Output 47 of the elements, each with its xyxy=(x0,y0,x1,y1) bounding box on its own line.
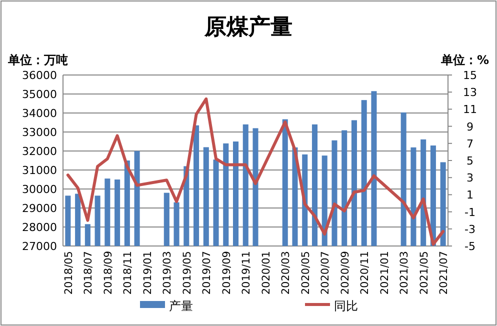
y-tick-label: 29000 xyxy=(22,202,57,215)
y-tick-label: 28000 xyxy=(22,221,57,234)
y-tick-label: 30000 xyxy=(22,183,57,196)
legend-label: 同比 xyxy=(334,299,358,313)
x-tick-label: 2021/03 xyxy=(398,251,411,295)
x-tick-label: 2021/07 xyxy=(438,251,450,295)
x-tick-label: 2020/11 xyxy=(359,251,372,295)
chart-title: 原煤产量 xyxy=(204,14,292,40)
x-tick-label: 2018/07 xyxy=(82,251,95,295)
x-tick-label: 2020/07 xyxy=(320,251,332,295)
x-tick-label: 2021/05 xyxy=(418,251,430,295)
x-tick-label: 2019/07 xyxy=(201,251,214,295)
y2-tick-label: -5 xyxy=(464,240,476,253)
x-tick-label: 2019/11 xyxy=(240,251,253,295)
y2-axis-title: 单位：% xyxy=(440,53,489,67)
x-tick-label: 2018/05 xyxy=(62,251,75,295)
x-tick-label: 2019/01 xyxy=(142,251,154,295)
y-tick-label: 35000 xyxy=(22,88,57,101)
x-tick-label: 2018/11 xyxy=(122,251,134,295)
legend-label: 产量 xyxy=(169,299,193,313)
x-tick-label: 2019/05 xyxy=(181,251,194,295)
y-tick-label: 31000 xyxy=(22,164,57,177)
y2-tick-label: 5 xyxy=(466,154,474,168)
x-tick-label: 2020/03 xyxy=(280,251,292,295)
y2-tick-label: 13 xyxy=(463,86,477,100)
y-tick-label: 34000 xyxy=(22,107,57,120)
y2-tick-label: 9 xyxy=(466,120,474,134)
x-tick-label: 2021/01 xyxy=(378,251,391,295)
y2-tick-label: 7 xyxy=(466,137,474,150)
y2-tick-label: 15 xyxy=(463,69,477,82)
y2-tick-label: -3 xyxy=(464,222,476,236)
y-tick-label: 33000 xyxy=(22,126,57,139)
y-tick-label: 32000 xyxy=(22,145,57,158)
y-tick-label: 27000 xyxy=(22,240,57,253)
x-tick-label: 2020/05 xyxy=(300,251,312,295)
x-tick-label: 2020/09 xyxy=(339,251,352,295)
y2-tick-label: -1 xyxy=(464,206,476,219)
x-tick-label: 2019/03 xyxy=(162,251,174,295)
line-series xyxy=(66,97,445,246)
x-tick-label: 2018/09 xyxy=(102,251,114,295)
x-tick-label: 2020/01 xyxy=(260,251,272,295)
y2-tick-label: 3 xyxy=(466,172,474,185)
y2-tick-label: 1 xyxy=(466,188,474,202)
y-axis-title: 单位：万吨 xyxy=(7,53,68,67)
y-tick-label: 36000 xyxy=(22,69,57,82)
y2-tick-label: 11 xyxy=(463,103,477,116)
x-tick-label: 2019/09 xyxy=(220,251,233,295)
